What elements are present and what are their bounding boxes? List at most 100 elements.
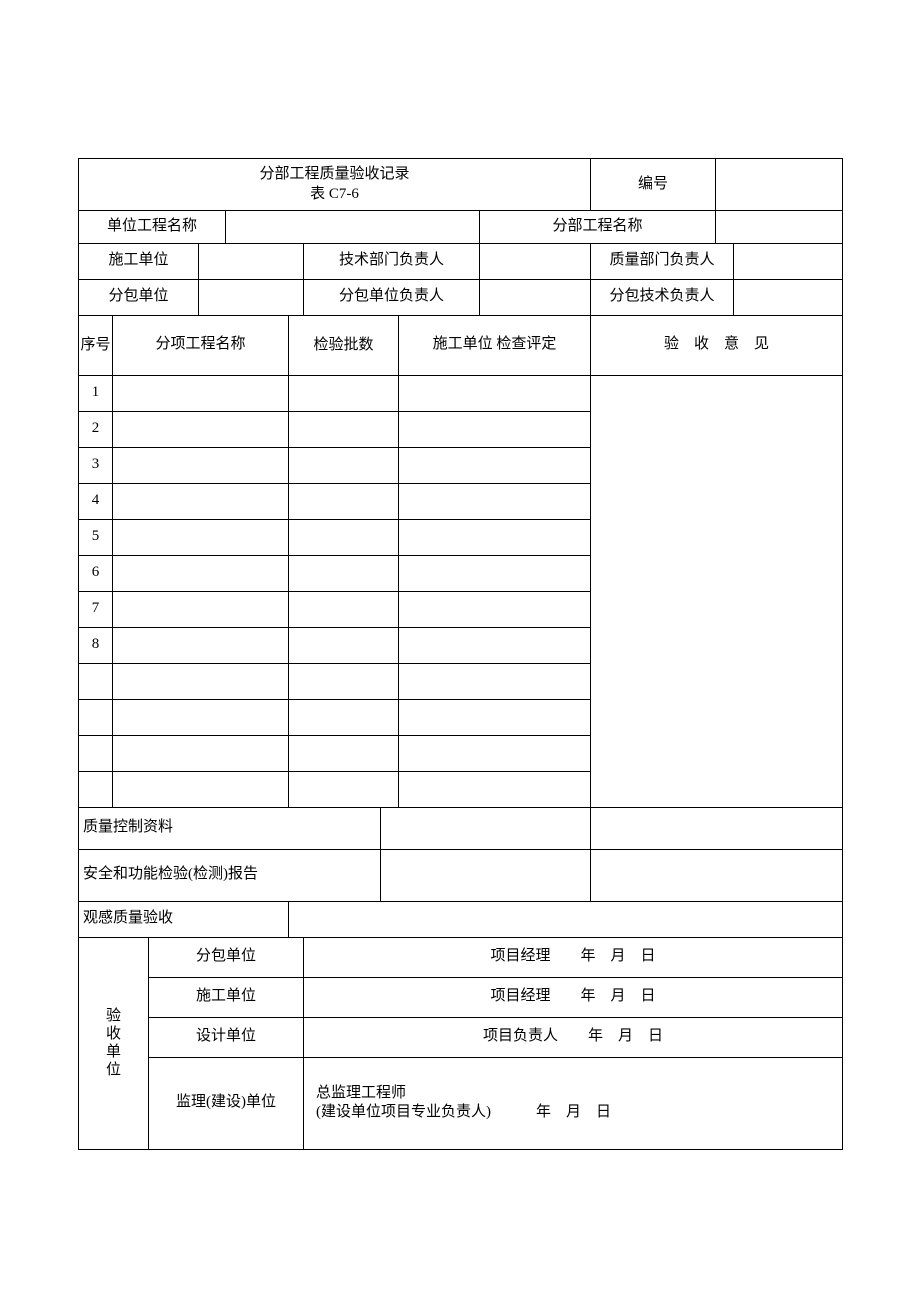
accept-design-row: 设计单位 项目负责人 年 月 日 [79,1017,843,1057]
sub-head-label: 分包单位负责人 [304,279,480,315]
qc-row: 质量控制资料 [79,807,843,849]
name-cell [113,447,289,483]
eval-cell [399,663,591,699]
form-title: 分部工程质量验收记录 表 C7-6 [79,159,591,211]
eval-cell [399,411,591,447]
quality-head-label: 质量部门负责人 [591,243,734,279]
eval-cell [399,735,591,771]
quality-data-v1 [381,807,591,849]
eval-cell [399,771,591,807]
seq-cell: 2 [79,411,113,447]
unit-project-row: 单位工程名称 分部工程名称 [79,211,843,244]
supervise-line2: (建设单位项目专业负责人) 年 月 日 [316,1104,611,1120]
quality-data-label: 质量控制资料 [79,807,381,849]
eval-cell [399,447,591,483]
visual-row: 观感质量验收 [79,901,843,937]
batch-cell [289,519,399,555]
name-cell [113,699,289,735]
batch-cell [289,375,399,411]
contractor-label: 施工单位 [79,243,199,279]
seq-cell [79,663,113,699]
eval-cell [399,375,591,411]
seq-cell [79,771,113,807]
accept-sub-row: 验收单位 分包单位 项目经理 年 月 日 [79,937,843,977]
name-cell [113,771,289,807]
batch-cell [289,627,399,663]
sub-unit-label: 分包单位 [79,279,199,315]
seq-cell: 5 [79,519,113,555]
seq-cell [79,699,113,735]
sub-tech-value [734,279,843,315]
tech-head-value [480,243,591,279]
opinion-cell [591,375,843,807]
form-table: 分部工程质量验收记录 表 C7-6 编号 单位工程名称 分部工程名称 施工单位 … [78,158,842,1150]
header-row: 分部工程质量验收记录 表 C7-6 编号 [79,159,843,211]
name-cell [113,483,289,519]
name-cell [113,735,289,771]
col-name: 分项工程名称 [113,315,289,375]
batch-cell [289,699,399,735]
sub-unit-row: 分包单位 分包单位负责人 分包技术负责人 [79,279,843,315]
quality-data-v2 [591,807,843,849]
seq-cell: 7 [79,591,113,627]
seq-cell: 8 [79,627,113,663]
eval-cell [399,555,591,591]
name-cell [113,591,289,627]
accept-design-label: 设计单位 [149,1017,304,1057]
sub-unit-value [199,279,304,315]
inner-header-row: 序号 分项工程名称 检验批数 施工单位 检查评定 验 收 意 见 [79,315,843,375]
name-cell [113,519,289,555]
accept-contractor-row: 施工单位 项目经理 年 月 日 [79,977,843,1017]
eval-cell [399,699,591,735]
accept-supervise-sig: 总监理工程师 (建设单位项目专业负责人) 年 月 日 [304,1057,843,1149]
accept-supervise-row: 监理(建设)单位 总监理工程师 (建设单位项目专业负责人) 年 月 日 [79,1057,843,1149]
seq-cell [79,735,113,771]
eval-cell [399,519,591,555]
unit-project-label: 单位工程名称 [79,211,226,244]
seq-cell: 3 [79,447,113,483]
sub-head-value [480,279,591,315]
eval-cell [399,627,591,663]
table-row: 1 [79,375,843,411]
batch-cell [289,771,399,807]
eval-cell [399,591,591,627]
safety-row: 安全和功能检验(检测)报告 [79,849,843,901]
batch-cell [289,411,399,447]
number-value [716,159,843,211]
contractor-row: 施工单位 技术部门负责人 质量部门负责人 [79,243,843,279]
name-cell [113,663,289,699]
name-cell [113,555,289,591]
safety-v1 [381,849,591,901]
visual-label: 观感质量验收 [79,901,289,937]
col-seq: 序号 [79,315,113,375]
safety-v2 [591,849,843,901]
accept-supervise-label: 监理(建设)单位 [149,1057,304,1149]
number-label: 编号 [591,159,716,211]
supervise-line1: 总监理工程师 [316,1085,406,1101]
batch-cell [289,591,399,627]
seq-cell: 1 [79,375,113,411]
name-cell [113,411,289,447]
eval-cell [399,483,591,519]
accept-contractor-sig: 项目经理 年 月 日 [304,977,843,1017]
name-cell [113,627,289,663]
accept-sub-unit-sig: 项目经理 年 月 日 [304,937,843,977]
batch-cell [289,483,399,519]
title-line2: 表 C7-6 [310,186,359,202]
sub-project-label: 分部工程名称 [480,211,716,244]
col-batch: 检验批数 [289,315,399,375]
seq-cell: 6 [79,555,113,591]
col-eval: 施工单位 检查评定 [399,315,591,375]
accept-group-label: 验收单位 [79,937,149,1149]
batch-cell [289,447,399,483]
col-opinion: 验 收 意 见 [591,315,843,375]
quality-head-value [734,243,843,279]
batch-cell [289,663,399,699]
accept-design-sig: 项目负责人 年 月 日 [304,1017,843,1057]
unit-project-value [226,211,480,244]
sub-project-value [716,211,843,244]
sub-tech-label: 分包技术负责人 [591,279,734,315]
accept-contractor-label: 施工单位 [149,977,304,1017]
visual-value [289,901,843,937]
batch-cell [289,555,399,591]
